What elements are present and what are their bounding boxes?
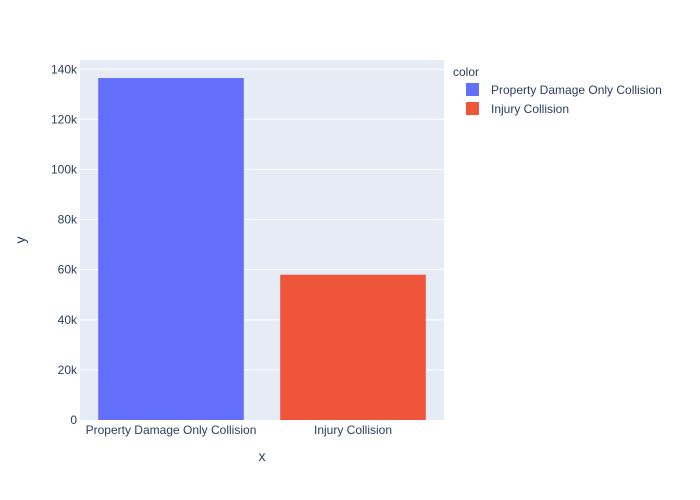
x-tick-label: Injury Collision	[314, 423, 392, 437]
bar	[280, 274, 426, 420]
y-tick-label: 120k	[51, 112, 78, 126]
legend: color Property Damage Only Collision Inju…	[453, 65, 662, 116]
y-tick-label: 60k	[58, 263, 78, 277]
bars	[98, 78, 426, 421]
legend-swatch[interactable]	[466, 102, 479, 115]
legend-title: color	[453, 65, 479, 79]
legend-label[interactable]: Injury Collision	[491, 102, 569, 116]
y-tick-label: 80k	[58, 213, 78, 227]
y-tick-label: 0	[70, 413, 77, 427]
x-axis-title: x	[259, 448, 266, 464]
y-tick-label: 140k	[51, 62, 78, 76]
y-tick-label: 40k	[58, 313, 78, 327]
legend-swatch[interactable]	[466, 83, 479, 96]
y-tick-label: 100k	[51, 162, 78, 176]
legend-label[interactable]: Property Damage Only Collision	[491, 83, 662, 97]
bar	[98, 78, 244, 421]
y-tick-label: 20k	[58, 363, 78, 377]
y-tick-labels: 0 20k 40k 60k 80k 100k 120k 140k	[51, 62, 78, 427]
x-tick-label: Property Damage Only Collision	[86, 423, 257, 437]
x-tick-labels: Property Damage Only Collision Injury Col…	[86, 423, 392, 437]
y-axis-title: y	[12, 237, 28, 244]
